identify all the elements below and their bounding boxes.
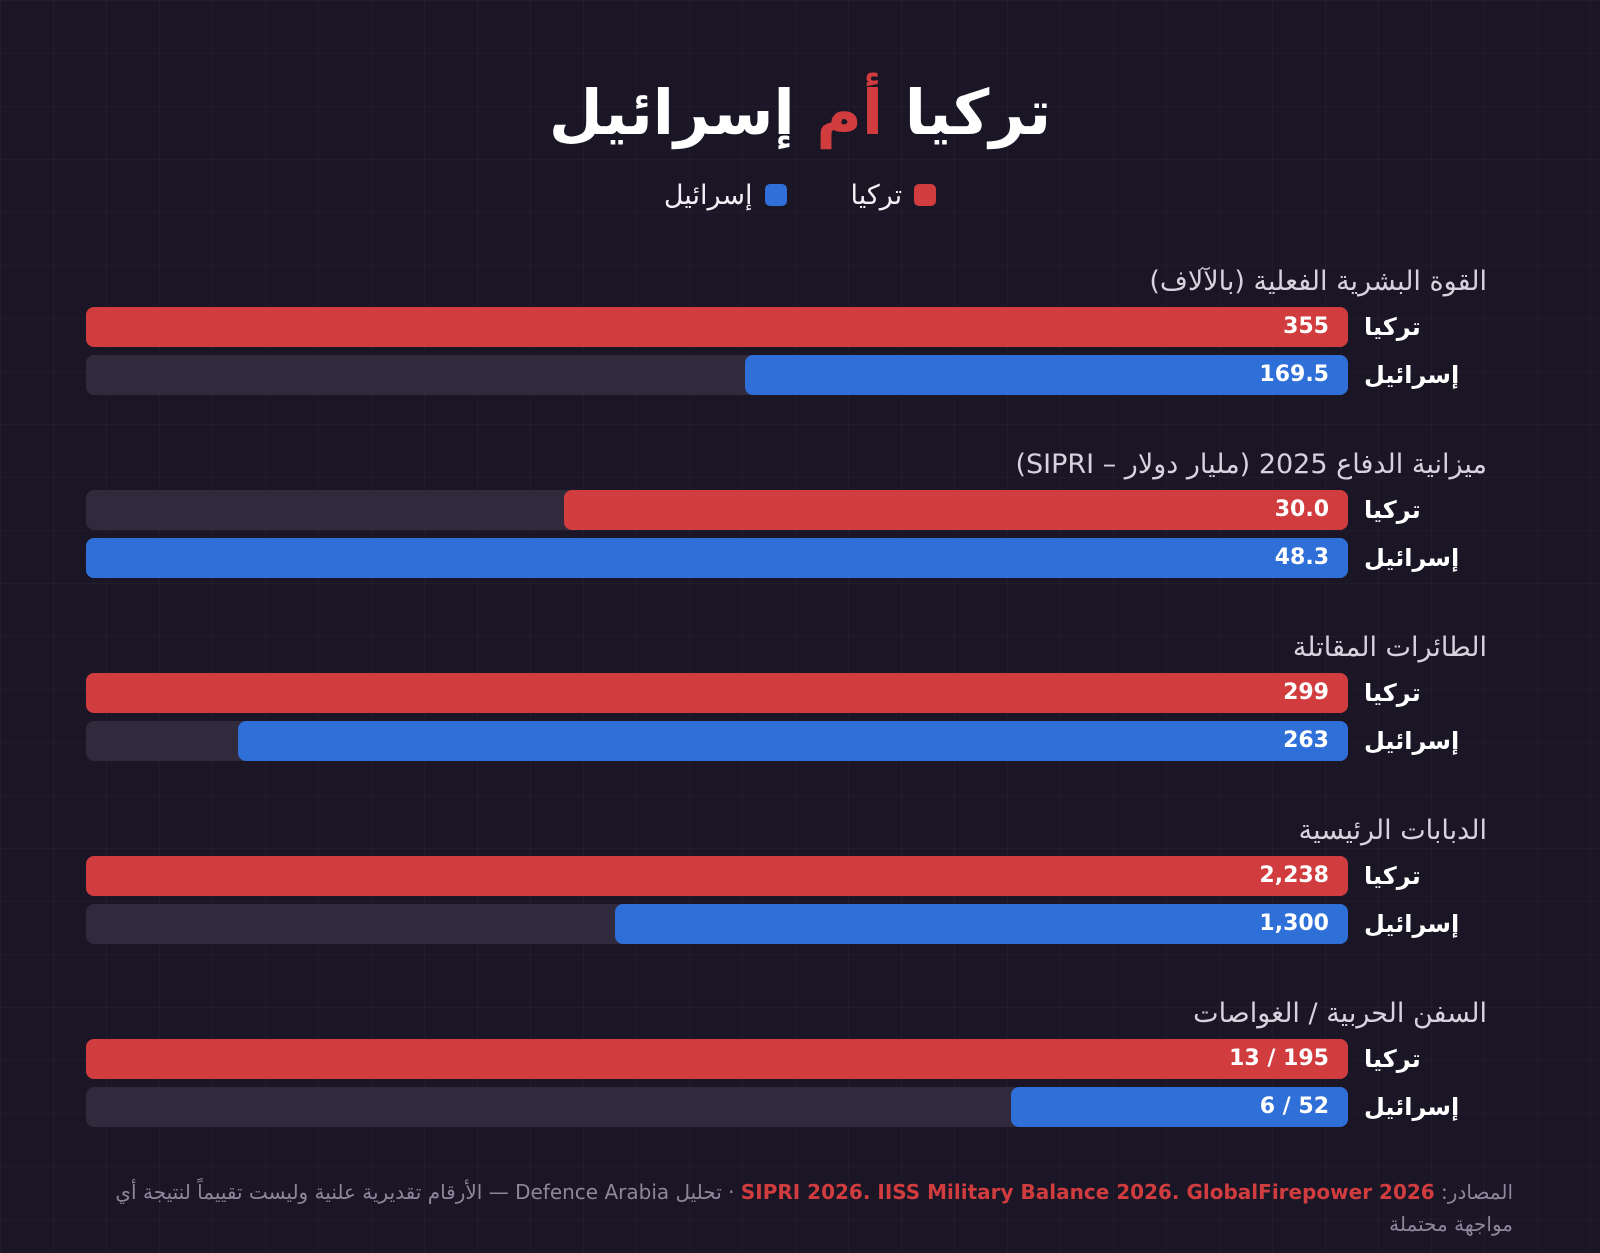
legend: تركيا إسرائيل <box>0 170 1600 220</box>
bar-turkey: 355 <box>86 307 1348 347</box>
bar-turkey: 2,238 <box>86 856 1348 896</box>
row-label-israel: إسرائيل <box>1364 361 1460 389</box>
legend-item-israel: إسرائيل <box>664 180 787 211</box>
bar-value-label: 13 / 195 <box>1229 1046 1329 1071</box>
chart-title: تركيا أم إسرائيل <box>0 70 1600 156</box>
bar-value-label: 48.3 <box>1274 545 1329 570</box>
row-label-turkey: تركيا <box>1364 1045 1421 1073</box>
category-title: السفن الحربية / الغواصات <box>1193 998 1487 1029</box>
legend-swatch-israel <box>764 184 787 206</box>
bar-value-label: 355 <box>1283 314 1329 339</box>
bar-israel: 48.3 <box>86 538 1348 578</box>
row-label-israel: إسرائيل <box>1364 544 1460 572</box>
title-israel: إسرائيل <box>548 76 795 149</box>
row-label-israel: إسرائيل <box>1364 910 1460 938</box>
legend-label-israel: إسرائيل <box>663 179 753 211</box>
bar-value-label: 263 <box>1283 728 1329 753</box>
bar-value-label: 6 / 52 <box>1259 1094 1329 1119</box>
row-label-israel: إسرائيل <box>1364 1093 1460 1121</box>
bar-turkey: 13 / 195 <box>86 1039 1348 1079</box>
legend-swatch-turkey <box>914 184 937 206</box>
bar-turkey: 30.0 <box>564 490 1348 530</box>
bar-value-label: 2,238 <box>1259 863 1329 888</box>
footer-sources: SIPRI 2026. IISS Military Balance 2026. … <box>740 1180 1435 1204</box>
footer-prefix: المصادر: <box>1441 1180 1513 1204</box>
bar-israel: 263 <box>238 721 1348 761</box>
bar-value-label: 1,300 <box>1259 911 1329 936</box>
bar-turkey: 299 <box>86 673 1348 713</box>
category-title: الطائرات المقاتلة <box>1292 632 1487 663</box>
bar-israel: 1,300 <box>615 904 1348 944</box>
row-label-turkey: تركيا <box>1364 862 1421 890</box>
row-label-turkey: تركيا <box>1364 679 1421 707</box>
category-title: ميزانية الدفاع 2025 (مليار دولار – SIPRI… <box>1015 449 1487 480</box>
category-title: القوة البشرية الفعلية (بالآلاف) <box>1149 266 1487 297</box>
legend-label-turkey: تركيا <box>850 179 903 211</box>
row-label-israel: إسرائيل <box>1364 727 1460 755</box>
bar-israel: 6 / 52 <box>1011 1087 1348 1127</box>
bar-value-label: 169.5 <box>1259 362 1329 387</box>
bar-value-label: 30.0 <box>1274 497 1329 522</box>
footer-note: · تحليل Defence Arabia — الأرقام تقديرية… <box>115 1180 1513 1236</box>
bar-value-label: 299 <box>1283 680 1329 705</box>
category-title: الدبابات الرئيسية <box>1298 815 1487 846</box>
row-label-turkey: تركيا <box>1364 496 1421 524</box>
legend-item-turkey: تركيا <box>851 180 937 211</box>
title-turkey: تركيا <box>904 76 1052 149</box>
row-label-turkey: تركيا <box>1364 313 1421 341</box>
title-or: أم <box>816 76 884 149</box>
sources-footer: المصادر: SIPRI 2026. IISS Military Balan… <box>100 1176 1513 1240</box>
bar-israel: 169.5 <box>745 355 1348 395</box>
